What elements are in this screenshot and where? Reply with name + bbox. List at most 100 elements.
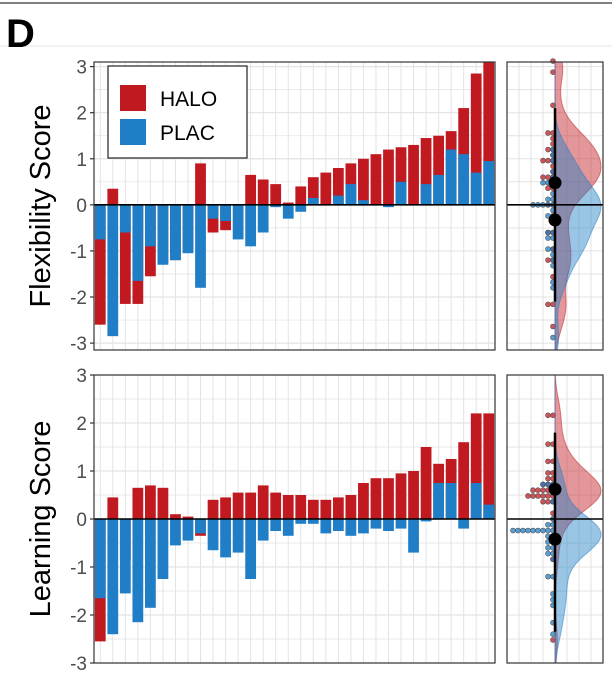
dot-halo (545, 157, 551, 164)
dot-halo (545, 498, 551, 505)
bar-halo (470, 73, 482, 205)
chart-panel: -3 -2 -1 0 1 2 3 Learning Score (25, 366, 604, 675)
y-tick-label: -1 (70, 242, 87, 263)
y-tick-label: 3 (76, 58, 87, 79)
bar-plac (170, 519, 181, 546)
bar-halo (358, 483, 369, 519)
dot-halo (545, 475, 551, 482)
bar-halo (332, 167, 344, 205)
bar-halo (483, 413, 495, 519)
bar-plac (320, 519, 332, 534)
bar-halo (107, 188, 119, 205)
bar-halo (94, 204, 106, 325)
mean-point-plac (548, 532, 562, 546)
dot-halo (540, 493, 546, 499)
mean-point-plac (548, 213, 562, 227)
bar-plac (282, 519, 294, 536)
bar-halo (195, 163, 206, 205)
bar-plac (257, 204, 269, 233)
bar-halo (282, 495, 294, 519)
bar-halo (145, 485, 156, 519)
legend-label-plac: PLAC (160, 122, 215, 145)
y-tick-label: 1 (76, 462, 87, 483)
bar-plac (157, 519, 169, 579)
bar-plac (119, 204, 131, 233)
dot-plac (545, 521, 551, 528)
dot-plac (550, 334, 556, 341)
dot-halo (545, 301, 551, 308)
bar-plac (107, 204, 119, 337)
bar-plac (458, 154, 470, 205)
dot-plac (510, 527, 516, 534)
bar-plac (295, 519, 307, 524)
bar-halo (408, 144, 419, 205)
bar-halo (307, 177, 319, 205)
bar-halo (370, 154, 382, 205)
dot-halo (545, 458, 551, 465)
bar-plac (145, 519, 156, 608)
chart-panel: -3 -2 -1 0 1 2 3 Flexibility Score HALO PLAC (25, 58, 604, 355)
bar-halo (420, 447, 432, 519)
bar-plac (358, 519, 369, 534)
dot-plac (545, 550, 551, 557)
bar-halo (295, 186, 307, 205)
y-tick-label: 2 (76, 104, 87, 125)
bar-plac (345, 519, 357, 536)
bar-plac (195, 204, 206, 288)
bar-plac (270, 204, 282, 208)
dot-plac (535, 527, 541, 534)
bar-plac (470, 172, 482, 205)
bar-halo (470, 413, 482, 519)
bar-halo (420, 138, 432, 205)
legend-label-halo: HALO (160, 88, 217, 111)
dot-halo (545, 146, 551, 153)
side-panel-frame (506, 61, 604, 351)
legend-swatch-halo (120, 85, 146, 111)
plot-frame (93, 61, 496, 351)
dot-plac (545, 527, 551, 534)
bar-plac (420, 519, 432, 522)
bar-halo (170, 514, 181, 519)
y-tick-label: -2 (70, 288, 87, 309)
bar-plac (257, 519, 269, 541)
y-tick-label: -3 (70, 334, 87, 355)
y-axis-title: Flexibility Score (25, 104, 57, 307)
bar-plac (483, 161, 495, 205)
dot-halo (540, 498, 546, 505)
dot-plac (545, 196, 551, 203)
panel-letter: D (6, 12, 35, 56)
bar-plac (207, 519, 219, 551)
bar-halo (383, 478, 394, 519)
bar-halo (433, 135, 444, 205)
bar-plac (307, 197, 319, 205)
bar-halo (395, 473, 407, 519)
bar-plac (483, 504, 495, 519)
bar-plac (245, 204, 257, 247)
bar-halo (207, 499, 219, 519)
dot-plac (540, 481, 546, 488)
bar-plac (445, 483, 457, 519)
legend-swatch-plac (120, 119, 146, 145)
dot-plac (515, 527, 521, 534)
bar-plac (157, 204, 169, 265)
dot-halo (545, 130, 551, 136)
y-tick-label: 0 (76, 196, 87, 217)
bar-plac (170, 204, 181, 261)
bar-halo (232, 492, 244, 519)
dot-halo (545, 441, 551, 447)
mean-point-halo (548, 482, 562, 496)
dot-plac (550, 631, 556, 638)
bar-plac (132, 204, 144, 281)
bar-plac (94, 204, 106, 240)
bar-halo (383, 149, 394, 205)
bar-halo (282, 202, 294, 205)
bar-plac (119, 519, 131, 594)
mean-point-halo (548, 176, 562, 190)
bar-halo (119, 204, 131, 304)
bar-halo (295, 495, 307, 519)
dot-plac (525, 527, 531, 534)
bar-halo (220, 497, 231, 519)
bar-plac (383, 519, 394, 531)
dot-halo (530, 487, 536, 494)
bar-plac (433, 483, 444, 519)
